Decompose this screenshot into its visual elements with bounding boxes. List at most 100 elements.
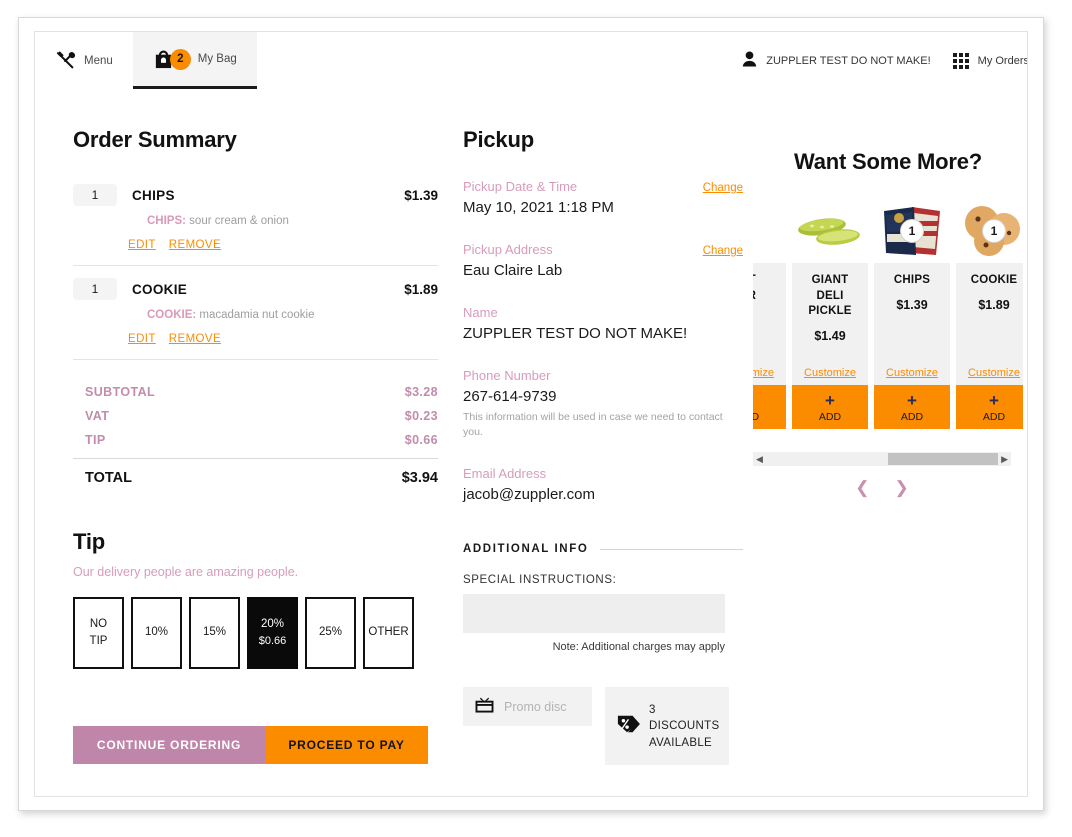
my-orders-label: My Orders bbox=[977, 54, 1028, 67]
account-menu[interactable]: ZUPPLER TEST DO NOT MAKE! bbox=[742, 51, 931, 70]
bag-icon-wrap: 2 bbox=[153, 48, 191, 70]
promo-code-input[interactable]: Promo disc bbox=[463, 687, 592, 727]
promo-code-placeholder: Promo disc bbox=[504, 699, 567, 714]
suggestions-column: Want Some More? UT ER bbox=[753, 127, 1023, 498]
person-icon bbox=[742, 51, 757, 70]
tab-my-bag-label: My Bag bbox=[197, 53, 237, 65]
suggestion-card[interactable]: GIANT DELI PICKLE $1.49 Customize + ADD bbox=[792, 201, 868, 429]
phone-label: Phone Number bbox=[463, 368, 551, 383]
add-label: ADD bbox=[900, 410, 924, 423]
order-item-option: COOKIE: macadamia nut cookie bbox=[147, 309, 438, 321]
scroll-right-arrow-icon[interactable]: ▶ bbox=[1001, 453, 1008, 464]
order-item-actions: EDIT REMOVE bbox=[128, 239, 438, 251]
vat-row: VAT $0.23 bbox=[73, 404, 438, 428]
order-item-price: $1.89 bbox=[404, 281, 438, 297]
order-item-actions: EDIT REMOVE bbox=[128, 333, 438, 345]
scroll-left-arrow-icon[interactable]: ◀ bbox=[756, 453, 763, 464]
quantity-stepper[interactable]: 1 bbox=[73, 184, 117, 206]
phone-value: 267-614-9739 bbox=[463, 388, 557, 405]
totals-divider bbox=[73, 458, 438, 459]
discounts-text: 3 DISCOUNTS AVAILABLE bbox=[649, 702, 719, 751]
pickle-illustration bbox=[798, 218, 860, 245]
carousel-track: UT ER Customize + ADD bbox=[753, 201, 1023, 429]
name-header: Name bbox=[463, 305, 743, 320]
tab-my-bag[interactable]: 2 My Bag bbox=[132, 32, 257, 89]
scrollbar-thumb[interactable] bbox=[888, 453, 998, 465]
quantity-stepper[interactable]: 1 bbox=[73, 278, 117, 300]
name-value: ZUPPLER TEST DO NOT MAKE! bbox=[463, 325, 688, 342]
tip-option-other[interactable]: OTHER bbox=[363, 597, 414, 669]
suggestion-card[interactable]: 1 CHIPS $1.39 Customize + ADD bbox=[874, 201, 950, 429]
suggestion-card[interactable]: 1 COOKIE $1.89 Customize + ADD bbox=[956, 201, 1023, 429]
suggestion-name: GIANT DELI PICKLE bbox=[796, 273, 864, 320]
pickup-address-label: Pickup Address bbox=[463, 242, 553, 257]
top-navigation: Menu 2 My Bag bbox=[35, 32, 1028, 89]
tip-subtitle: Our delivery people are amazing people. bbox=[73, 565, 299, 579]
order-item-option-label: CHIPS: bbox=[147, 215, 186, 227]
discounts-count: 3 bbox=[649, 703, 656, 716]
tip-option-15[interactable]: 15% bbox=[189, 597, 240, 669]
plus-icon: + bbox=[907, 390, 917, 410]
additional-info-rule bbox=[600, 548, 743, 550]
my-orders-link[interactable]: My Orders bbox=[952, 52, 1028, 69]
carousel-scrollbar[interactable]: ◀ ▶ bbox=[753, 452, 1011, 466]
phone-field: Phone Number 267-614-9739 This informati… bbox=[463, 368, 743, 440]
proceed-to-pay-button[interactable]: PROCEED TO PAY bbox=[265, 726, 428, 764]
suggestion-name: UT ER bbox=[753, 273, 782, 304]
pickup-address-field: Pickup Address Change Eau Claire Lab bbox=[463, 242, 743, 279]
tab-menu[interactable]: Menu bbox=[35, 32, 133, 89]
continue-ordering-button[interactable]: CONTINUE ORDERING bbox=[73, 726, 265, 764]
remove-item-link[interactable]: REMOVE bbox=[168, 239, 222, 251]
order-summary-column: Order Summary 1 CHIPS $1.39 CHIPS: sour … bbox=[73, 127, 438, 764]
order-item-option: CHIPS: sour cream & onion bbox=[147, 215, 438, 227]
add-to-bag-button[interactable]: + ADD bbox=[956, 385, 1023, 429]
order-item-header: 1 CHIPS $1.39 bbox=[73, 184, 438, 206]
pickup-title: Pickup bbox=[463, 127, 534, 152]
add-to-bag-button[interactable]: + ADD bbox=[792, 385, 868, 429]
tip-option-10[interactable]: 10% bbox=[131, 597, 182, 669]
chevron-right-icon[interactable]: ❯ bbox=[894, 478, 909, 497]
pickup-column: Pickup Pickup Date & Time Change May 10,… bbox=[463, 127, 743, 766]
email-label: Email Address bbox=[463, 466, 547, 482]
edit-item-link[interactable]: EDIT bbox=[128, 333, 156, 345]
remove-item-link[interactable]: REMOVE bbox=[168, 333, 222, 345]
suggestion-body: COOKIE $1.89 bbox=[956, 263, 1023, 367]
tip-option-no-tip[interactable]: NO TIP bbox=[73, 597, 124, 669]
suggestion-body: GIANT DELI PICKLE $1.49 bbox=[792, 263, 868, 367]
email-field: Email Address jacob@zuppler.com bbox=[463, 466, 743, 503]
additional-info-header: ADDITIONAL INFO bbox=[463, 543, 743, 555]
customize-link[interactable]: Customize bbox=[753, 367, 774, 379]
suggestion-card[interactable]: UT ER Customize + ADD bbox=[753, 201, 786, 429]
chevron-left-icon[interactable]: ❮ bbox=[855, 478, 870, 497]
special-instructions-input[interactable] bbox=[463, 594, 725, 634]
pickup-address-value: Eau Claire Lab bbox=[463, 262, 563, 279]
change-pickup-address-link[interactable]: Change bbox=[702, 245, 743, 257]
tip-option-amount: $0.66 bbox=[258, 635, 287, 648]
edit-item-link[interactable]: EDIT bbox=[128, 239, 156, 251]
discounts-line1: DISCOUNTS bbox=[649, 720, 720, 733]
additional-info-title: ADDITIONAL INFO bbox=[463, 543, 589, 556]
tab-menu-label: Menu bbox=[84, 54, 113, 67]
tip-option-25[interactable]: 25% bbox=[305, 597, 356, 669]
utensils-icon bbox=[55, 51, 77, 71]
suggestion-name-line2: DELI bbox=[816, 289, 844, 302]
total-row: TOTAL $3.94 bbox=[73, 459, 438, 491]
customize-link[interactable]: Customize bbox=[886, 367, 938, 379]
suggestion-name: CHIPS bbox=[893, 274, 931, 286]
add-to-bag-button[interactable]: + ADD bbox=[874, 385, 950, 429]
additional-charges-note: Note: Additional charges may apply bbox=[552, 641, 725, 654]
subtotal-label: SUBTOTAL bbox=[85, 385, 156, 399]
change-pickup-datetime-link[interactable]: Change bbox=[702, 182, 743, 194]
add-label: ADD bbox=[753, 411, 759, 423]
customize-link[interactable]: Customize bbox=[804, 367, 856, 379]
browser-page-frame: Menu 2 My Bag bbox=[18, 17, 1044, 811]
suggestion-price: $1.39 bbox=[896, 297, 928, 312]
bag-count-badge: 2 bbox=[169, 48, 191, 70]
suggestions-carousel: UT ER Customize + ADD bbox=[753, 201, 1023, 446]
discounts-available-button[interactable]: 3 DISCOUNTS AVAILABLE bbox=[605, 687, 729, 766]
add-to-bag-button[interactable]: + ADD bbox=[753, 385, 786, 429]
suggestion-name-line3: PICKLE bbox=[808, 305, 852, 318]
tip-option-20[interactable]: 20% $0.66 bbox=[247, 597, 298, 669]
vat-value: $0.23 bbox=[404, 409, 438, 423]
customize-link[interactable]: Customize bbox=[968, 367, 1020, 379]
